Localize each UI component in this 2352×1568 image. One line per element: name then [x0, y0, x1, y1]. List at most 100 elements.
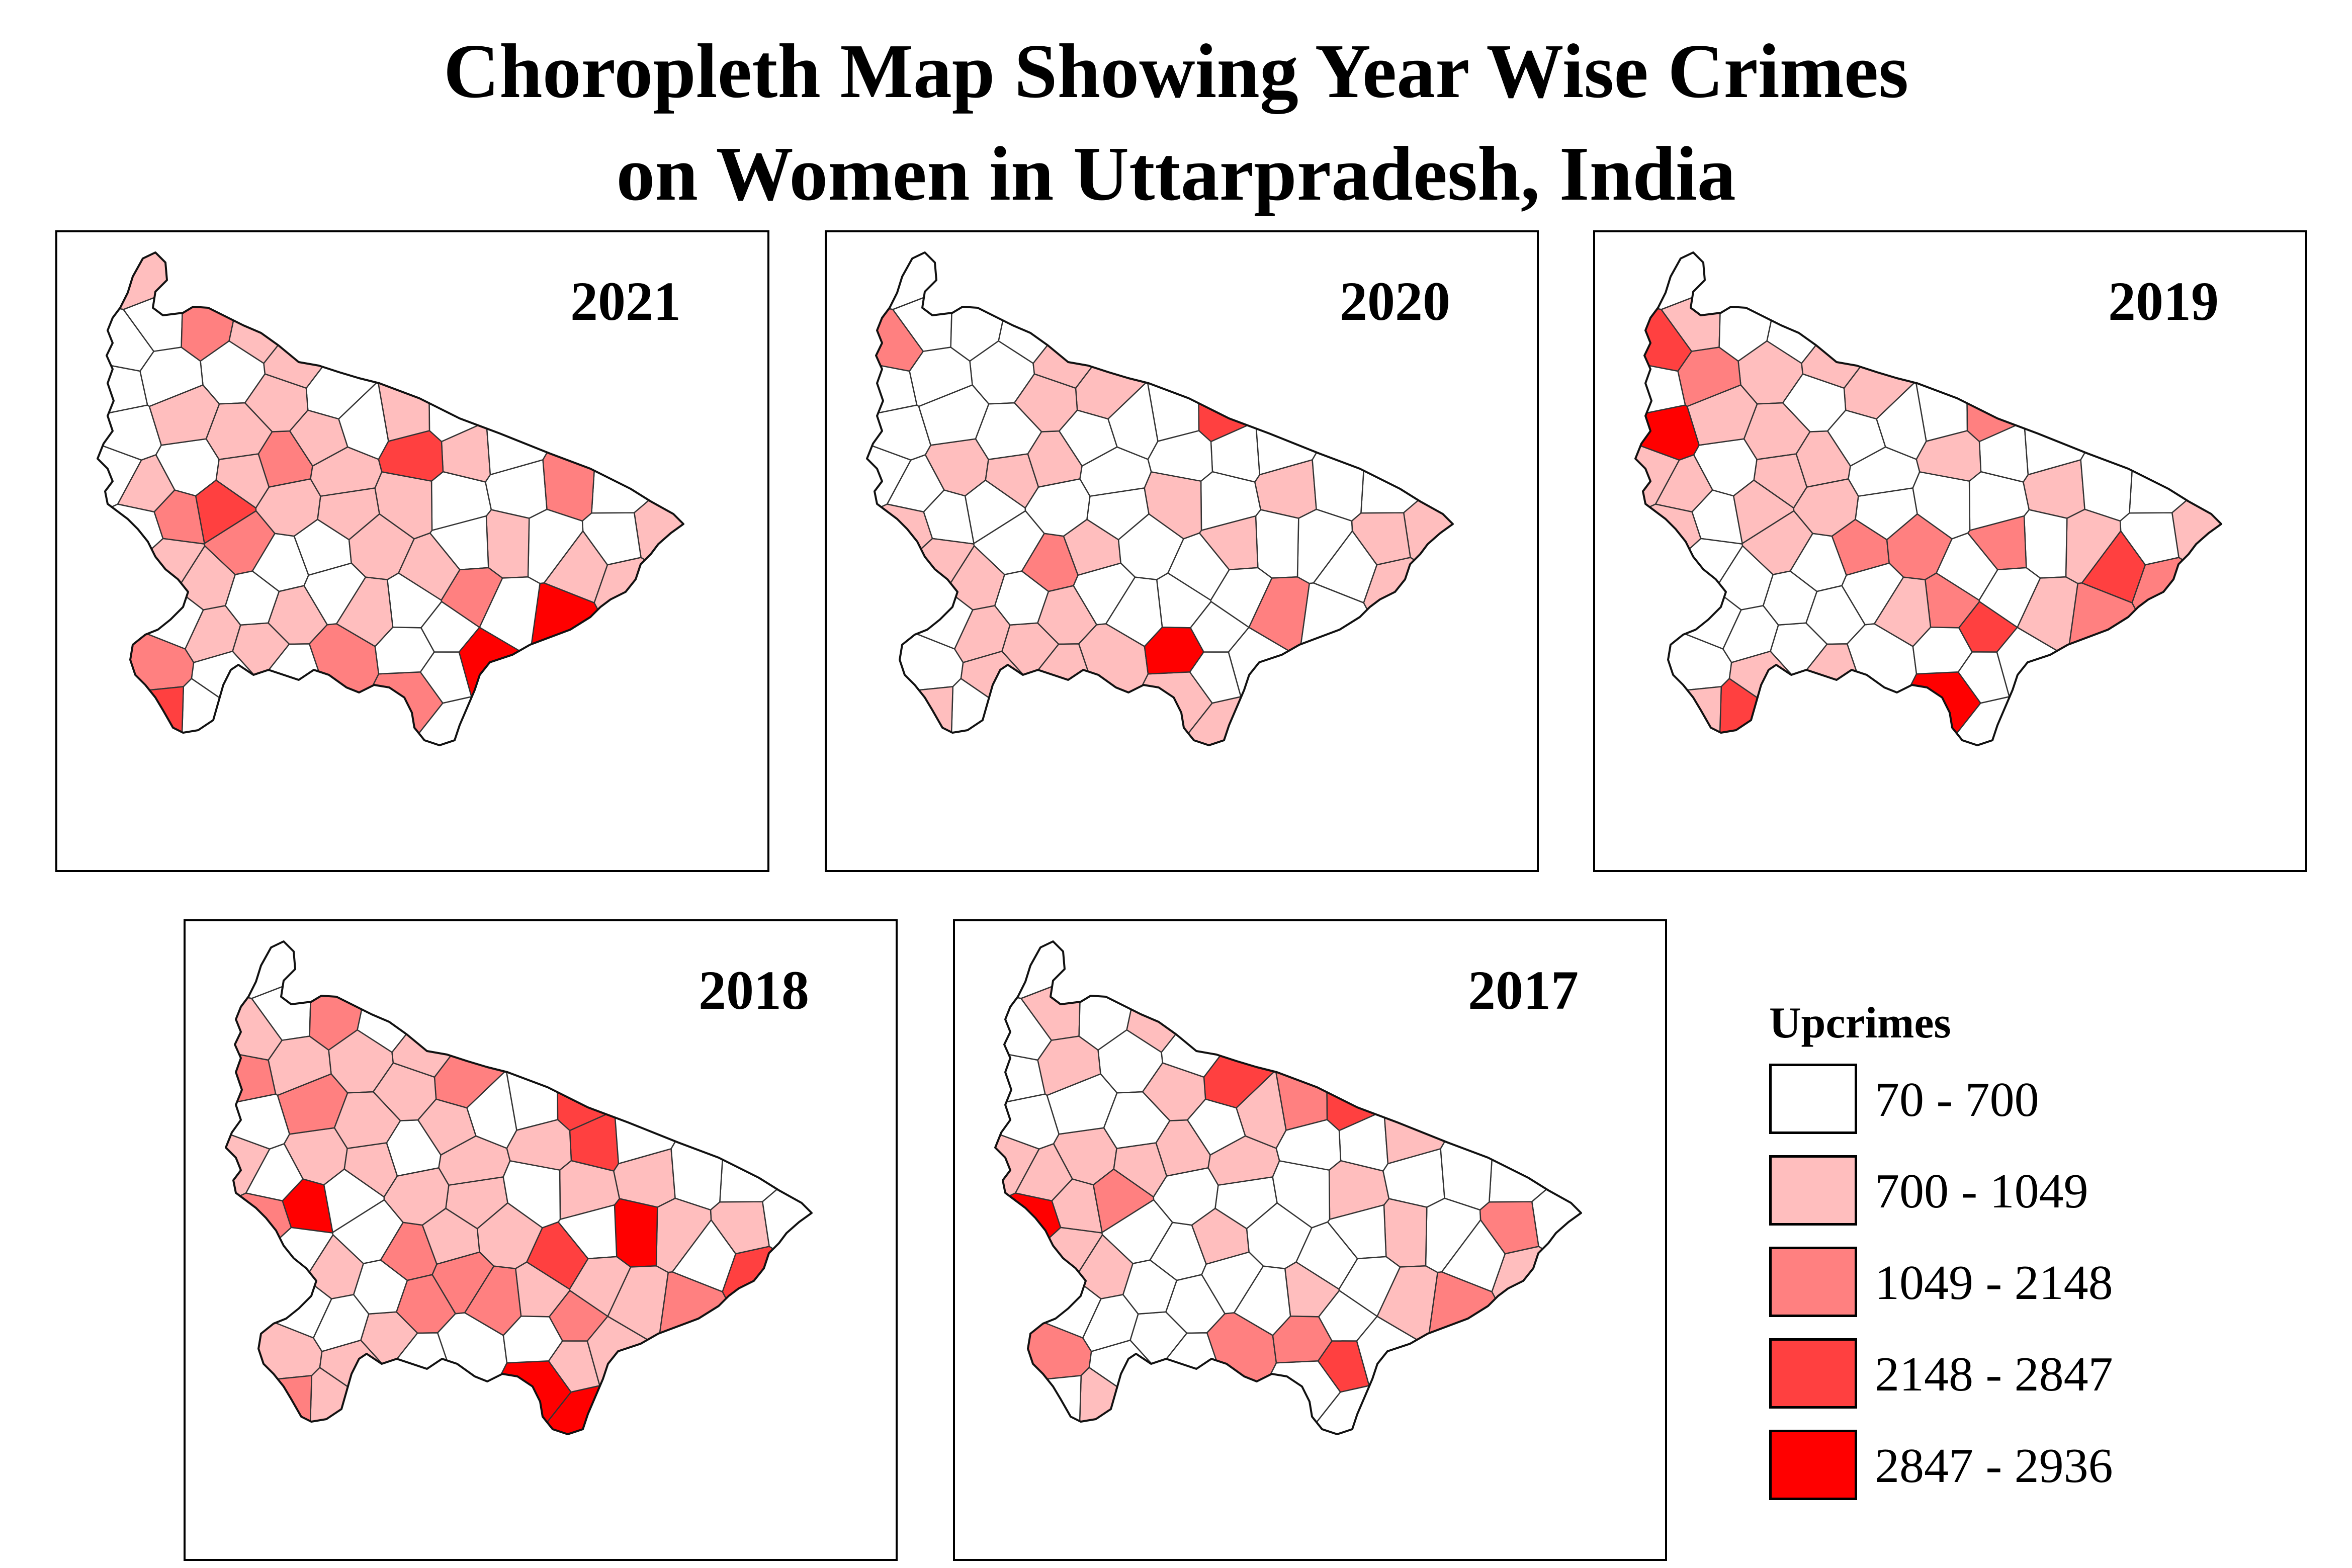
district-region	[1801, 252, 1961, 389]
district-region	[1718, 678, 1819, 745]
district-region	[1635, 404, 1700, 461]
legend-item: 70 - 700	[1769, 1064, 2182, 1134]
district-region	[542, 359, 602, 522]
district-region	[995, 1192, 1062, 1298]
district-region	[289, 409, 349, 467]
legend-swatch-4	[1769, 1338, 1857, 1409]
state-boundary-2018	[225, 940, 813, 1435]
district-region	[867, 404, 931, 461]
district-region	[1965, 252, 2130, 443]
district-region	[427, 252, 592, 443]
district-region	[2080, 359, 2140, 522]
district-region	[353, 1259, 408, 1315]
district-region	[1741, 510, 1813, 575]
district-region	[722, 1246, 812, 1434]
district-region	[343, 1142, 398, 1198]
district-region	[2067, 582, 2221, 745]
legend-item: 2847 - 2936	[1769, 1430, 2182, 1500]
map-title-line-2: on Women in Uttarpradesh, India	[616, 131, 1736, 217]
map-canvas-2017	[994, 940, 1582, 1435]
district-region	[1753, 453, 1808, 509]
district-region	[949, 678, 1051, 745]
district-region	[1298, 582, 1453, 745]
district-region	[1255, 509, 1299, 579]
district-region	[226, 1048, 277, 1109]
district-region	[2131, 557, 2221, 745]
district-region	[485, 509, 530, 579]
district-region	[985, 453, 1039, 509]
district-region	[1958, 601, 2018, 653]
district-region	[549, 1290, 608, 1342]
district-region	[1351, 512, 1411, 566]
district-region	[973, 510, 1045, 575]
map-canvas-2020	[866, 251, 1454, 746]
district-region	[1327, 1204, 1387, 1260]
district-region	[505, 941, 559, 1131]
district-region	[263, 252, 423, 389]
district-region	[1147, 252, 1200, 442]
district-region	[98, 503, 164, 609]
legend-item: 1049 - 2148	[1769, 1247, 2182, 1317]
district-region	[228, 252, 369, 364]
district-region	[374, 471, 433, 540]
legend-item: 700 - 1049	[1769, 1155, 2182, 1226]
district-region	[1198, 515, 1259, 571]
district-region	[429, 515, 489, 571]
district-region	[1479, 1201, 1539, 1255]
state-boundary-2019	[1634, 251, 2222, 746]
district-region	[420, 601, 480, 653]
district-region	[215, 453, 270, 509]
district-region	[1427, 1271, 1581, 1434]
district-region	[308, 623, 380, 745]
district-region	[1846, 623, 1918, 745]
district-region	[1196, 252, 1362, 443]
district-region	[1325, 941, 1490, 1131]
district-region	[203, 510, 276, 575]
legend-label-4: 2148 - 2847	[1875, 1347, 2113, 1402]
year-label-2021: 2021	[570, 271, 681, 332]
district-region	[593, 557, 683, 745]
district-region	[1078, 1367, 1179, 1434]
district-region	[761, 1136, 812, 1290]
district-region	[867, 503, 933, 609]
district-region	[2119, 512, 2180, 566]
legend-item: 2148 - 2847	[1769, 1338, 2182, 1409]
district-region	[1383, 1198, 1428, 1268]
district-region	[1635, 359, 1686, 420]
district-region	[614, 1198, 658, 1268]
district-region	[224, 570, 280, 626]
district-region	[417, 1098, 477, 1156]
legend-label-2: 700 - 1049	[1875, 1164, 2088, 1218]
legend-label-5: 2847 - 2936	[1875, 1439, 2113, 1493]
district-region	[998, 252, 1138, 364]
district-region	[1186, 1098, 1246, 1156]
state-boundary-2020	[866, 251, 1454, 746]
year-label-2019: 2019	[2108, 271, 2219, 332]
district-region	[1058, 409, 1118, 467]
district-region	[1161, 941, 1321, 1078]
district-region	[995, 941, 1123, 999]
map-panel-2019: 2019	[1593, 230, 2307, 872]
district-region	[502, 1160, 561, 1229]
district-region	[995, 1048, 1046, 1109]
district-region	[581, 512, 642, 566]
district-region	[1101, 1199, 1173, 1264]
map-canvas-2019	[1634, 251, 2222, 746]
district-region	[657, 1271, 812, 1434]
map-panel-2017: 2017	[953, 919, 1667, 1561]
district-region	[1275, 941, 1328, 1131]
district-region	[867, 359, 918, 420]
district-region	[226, 1093, 290, 1150]
district-region	[1144, 471, 1202, 540]
district-region	[391, 941, 552, 1078]
district-region	[226, 1375, 313, 1434]
legend-swatch-2	[1769, 1155, 1857, 1226]
district-region	[357, 941, 497, 1053]
district-region	[431, 1251, 495, 1315]
map-title-line-1: Choropleth Map Showing Year Wise Crimes	[443, 29, 1909, 114]
district-region	[1122, 1259, 1178, 1315]
district-region	[1912, 471, 1971, 540]
district-region	[180, 678, 282, 745]
legend-label-3: 1049 - 2148	[1875, 1256, 2113, 1310]
map-canvas-2021	[97, 251, 684, 746]
